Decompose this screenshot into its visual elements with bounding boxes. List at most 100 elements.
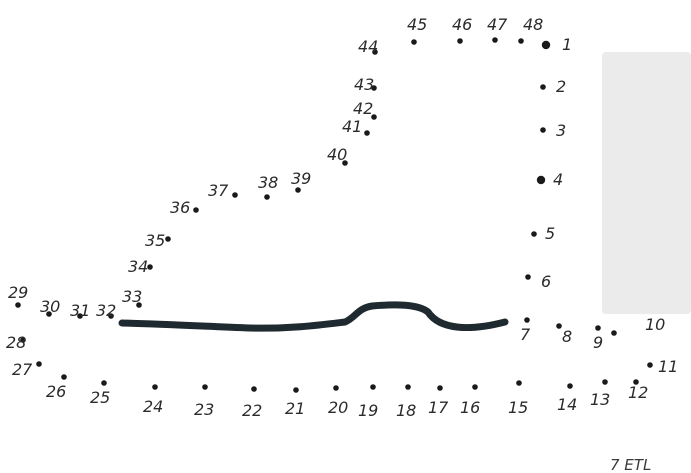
dot-19	[370, 384, 376, 390]
dot-label-4: 4	[553, 170, 563, 189]
dot-1	[541, 40, 551, 50]
dot-3	[540, 127, 546, 133]
dot-9	[595, 325, 601, 331]
dot-label-42: 42	[353, 99, 373, 118]
dot-30	[46, 311, 52, 317]
dot-label-37: 37	[208, 181, 229, 200]
dot-label-19: 19	[358, 401, 378, 420]
dot-label-21: 21	[285, 399, 305, 418]
dot-29	[15, 302, 21, 308]
dot-47	[492, 37, 498, 43]
dot-11	[647, 362, 653, 368]
dot-7	[524, 317, 530, 323]
dot-48	[518, 38, 524, 44]
dot-44	[372, 49, 378, 55]
dot-label-38: 38	[258, 173, 278, 192]
dot-18	[405, 384, 411, 390]
dot-label-10: 10	[645, 315, 665, 334]
dot-17	[437, 385, 443, 391]
dot-label-8: 8	[562, 327, 572, 346]
dot-label-5: 5	[545, 224, 555, 243]
gray-panel	[602, 52, 691, 314]
dot-label-1: 1	[562, 35, 572, 54]
dot-20	[333, 385, 339, 391]
dot-34	[147, 264, 153, 270]
dot-label-24: 24	[143, 397, 163, 416]
dot-label-29: 29	[8, 283, 28, 302]
dot-28	[20, 337, 26, 343]
dot-25	[101, 380, 107, 386]
dot-37	[232, 192, 238, 198]
dot-4	[536, 175, 546, 185]
dot-label-23: 23	[194, 400, 214, 419]
dot-38	[264, 194, 270, 200]
dot-label-40: 40	[327, 145, 347, 164]
dot-label-46: 46	[452, 15, 472, 34]
dot-label-2: 2	[556, 77, 566, 96]
dot-42	[371, 114, 377, 120]
dot-33	[136, 302, 142, 308]
dot-2	[540, 84, 546, 90]
dot-label-45: 45	[407, 15, 427, 34]
dot-16	[472, 384, 478, 390]
dot-45	[411, 39, 417, 45]
dot-label-27: 27	[12, 360, 33, 379]
dot-label-41: 41	[342, 117, 362, 136]
dot-label-20: 20	[328, 398, 348, 417]
dot-label-17: 17	[428, 398, 449, 417]
dot-14	[567, 383, 573, 389]
dot-40	[342, 160, 348, 166]
footer-text: 7 ETL	[610, 456, 651, 473]
dot-label-15: 15	[508, 398, 528, 417]
dot-label-36: 36	[170, 198, 190, 217]
dot-5	[531, 231, 537, 237]
dot-label-39: 39	[291, 169, 311, 188]
dot-31	[77, 313, 83, 319]
dot-label-6: 6	[541, 272, 551, 291]
dot-36	[193, 207, 199, 213]
dot-26	[61, 374, 67, 380]
dot-label-33: 33	[122, 287, 142, 306]
dot-label-13: 13	[590, 390, 610, 409]
dot-21	[293, 387, 299, 393]
marker-line	[118, 301, 509, 332]
dot-label-26: 26	[46, 382, 66, 401]
dot-39	[295, 187, 301, 193]
dot-23	[202, 384, 208, 390]
dot-label-35: 35	[145, 231, 165, 250]
dot-label-22: 22	[242, 401, 262, 420]
dot-label-44: 44	[358, 37, 378, 56]
dot-22	[251, 386, 257, 392]
dot-label-14: 14	[557, 395, 577, 414]
dot-label-11: 11	[658, 357, 678, 376]
dot-32	[108, 313, 114, 319]
dot-43	[371, 85, 377, 91]
dot-label-12: 12	[628, 383, 648, 402]
dot-label-32: 32	[96, 301, 116, 320]
dot-label-9: 9	[593, 333, 603, 352]
dot-15	[516, 380, 522, 386]
dot-label-47: 47	[487, 15, 508, 34]
dot-label-30: 30	[40, 297, 60, 316]
dot-label-31: 31	[70, 301, 90, 320]
dot-10	[611, 330, 617, 336]
dot-13	[602, 379, 608, 385]
dot-8	[556, 323, 562, 329]
dot-24	[152, 384, 158, 390]
dot-label-3: 3	[556, 121, 566, 140]
dot-label-48: 48	[523, 15, 543, 34]
dot-35	[165, 236, 171, 242]
dot-27	[36, 361, 42, 367]
dot-label-34: 34	[128, 257, 148, 276]
dot-label-18: 18	[396, 401, 416, 420]
dot-label-7: 7	[520, 325, 531, 344]
dot-label-43: 43	[354, 75, 374, 94]
dot-label-25: 25	[90, 388, 110, 407]
dot-41	[364, 130, 370, 136]
dot-label-16: 16	[460, 398, 480, 417]
dot-46	[457, 38, 463, 44]
dot-6	[525, 274, 531, 280]
